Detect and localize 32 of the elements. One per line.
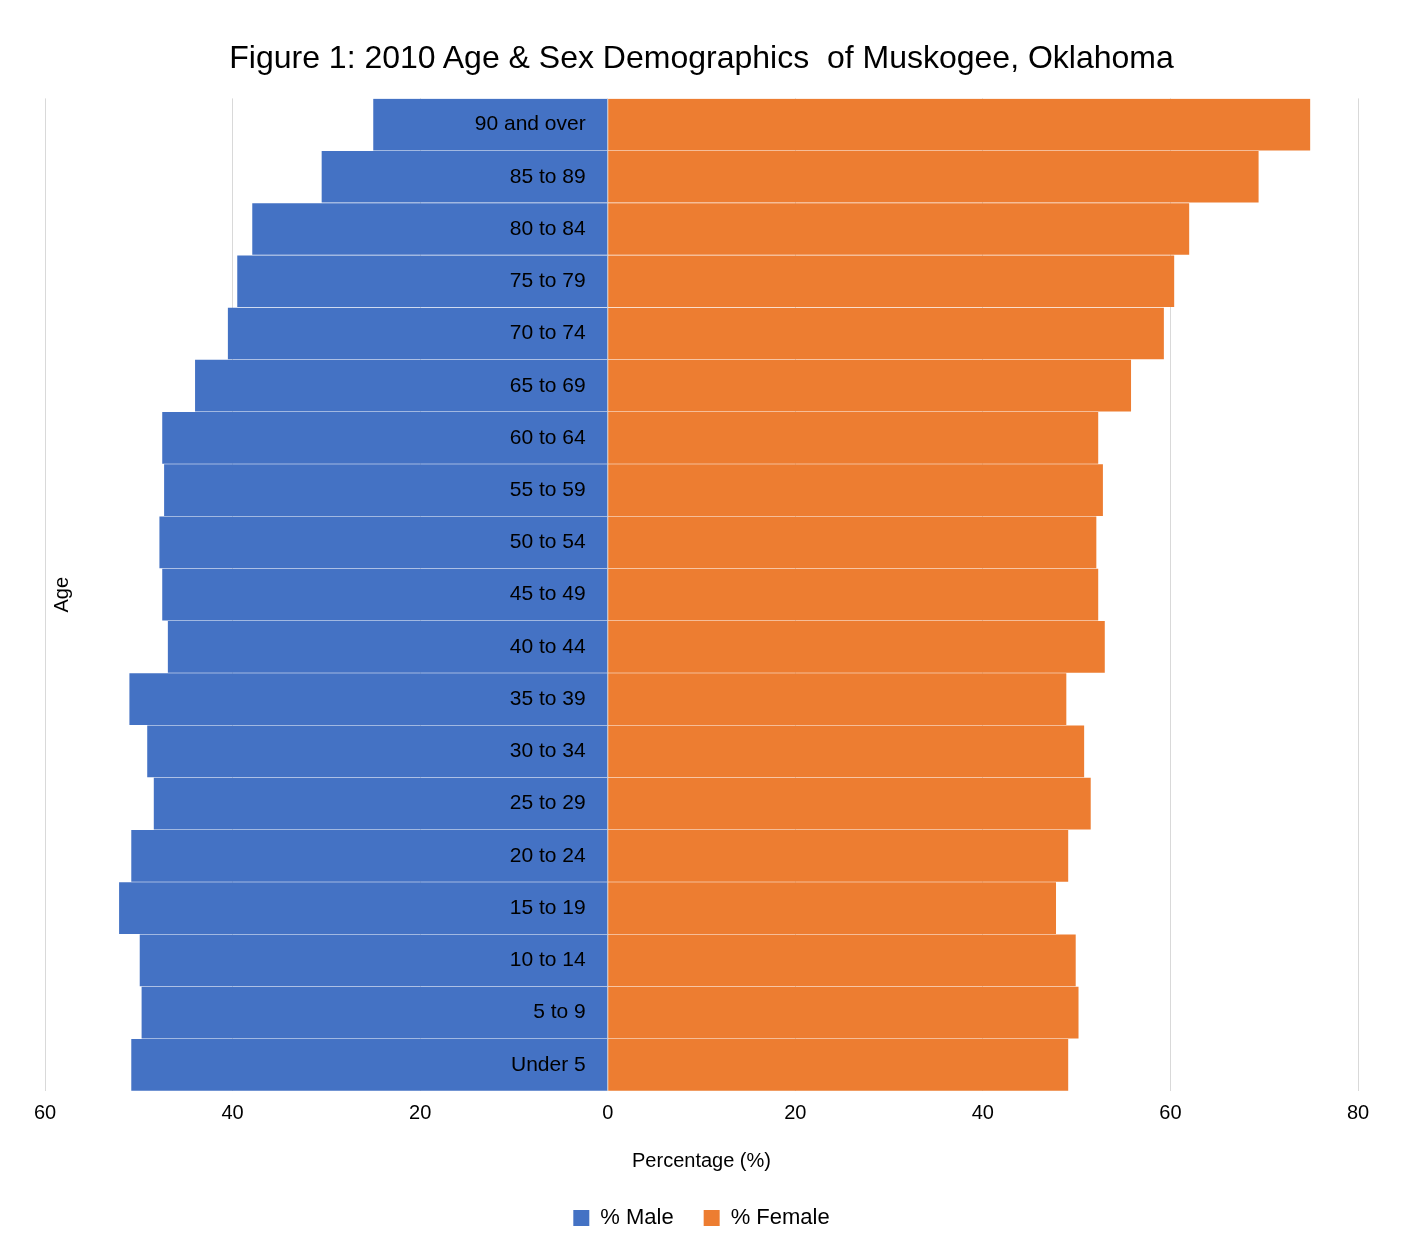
y-tick-label: 55 to 59: [509, 477, 586, 501]
x-tick-label: 20: [409, 1100, 432, 1123]
y-tick-label: 40 to 44: [509, 633, 587, 657]
y-tick-label: 90 and over: [474, 111, 586, 135]
legend-label: % Male: [600, 1204, 674, 1230]
y-tick-label: 35 to 39: [509, 685, 586, 709]
x-tick-label: 60: [1159, 1100, 1182, 1123]
y-tick-label: 30 to 34: [509, 738, 587, 762]
y-tick-label: 70 to 74: [509, 320, 587, 344]
chart-title: Figure 1: 2010 Age & Sex Demographics of Muskogee, Oklahoma: [229, 39, 1174, 76]
y-tick-label: 45 to 49: [509, 581, 586, 605]
y-tick-label: 75 to 79: [509, 268, 586, 292]
x-axis-title: Percentage (%): [632, 1148, 771, 1171]
x-tick-label: 80: [1346, 1100, 1370, 1123]
y-tick-label: 60 to 64: [509, 424, 587, 448]
y-tick-label: 85 to 89: [509, 163, 586, 187]
y-tick-label: 20 to 24: [509, 842, 587, 866]
y-tick-label: Under 5: [511, 1051, 586, 1075]
y-tick-label: 65 to 69: [509, 372, 586, 396]
y-tick-label: 25 to 29: [509, 790, 586, 814]
x-tick-label: 40: [971, 1100, 994, 1123]
y-tick-label: 50 to 54: [509, 529, 587, 553]
y-tick-label: 15 to 19: [509, 894, 586, 918]
x-tick-label: 60: [33, 1100, 57, 1123]
y-axis-title: Age: [49, 576, 72, 613]
legend-label: % Female: [730, 1204, 830, 1230]
y-tick-label: 5 to 9: [533, 999, 586, 1023]
x-tick-label: 0: [602, 1100, 614, 1123]
y-tick-label: 80 to 84: [509, 215, 587, 239]
x-tick-label: 20: [784, 1100, 807, 1123]
y-tick-label: 10 to 14: [509, 947, 587, 971]
x-tick-label: 40: [221, 1100, 244, 1123]
